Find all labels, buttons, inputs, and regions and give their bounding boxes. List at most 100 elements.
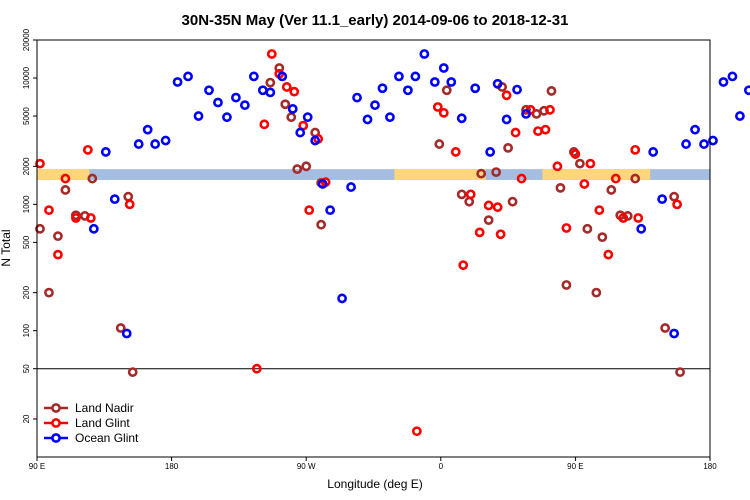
land-glint-point [458,260,469,271]
x-ticks: 90 E 180 90 W 0 90 E 180 [29,457,717,471]
land-nadir-point [292,164,303,175]
y-tick-label: 200 [22,285,31,299]
land-glint-point [251,363,262,374]
band-ocean [37,169,710,180]
land-nadir-point [274,63,285,73]
land-nadir-point [476,168,487,179]
ocean-glint-point [172,77,183,87]
ocean-glint-point [394,71,404,82]
ocean-glint-point [669,328,680,339]
legend-label-ocean-glint: Ocean Glint [75,431,139,445]
land-nadir-point [87,173,98,184]
land-nadir-point [660,323,671,333]
land-nadir-point [60,185,71,195]
y-ticks: 20 50 100 200 500 1000 2000 5000 10000 20000 [22,28,37,423]
ocean-glint-point [681,139,691,149]
land-glint-point [483,200,494,211]
ocean-glint-point [133,139,144,149]
y-tick-label: 5000 [22,107,31,125]
y-tick-label: 1000 [22,195,31,213]
ocean-glint-point [193,111,204,121]
land-glint-point [35,158,45,169]
land-glint-point [540,124,551,135]
land-glint-point [501,90,512,101]
land-nadir-point [44,287,54,298]
ocean-glint-point [265,87,276,98]
land-glint-point [533,126,543,137]
land-nadir-point [507,196,518,207]
land-glint-point [516,173,527,184]
ocean-glint-point [325,205,336,216]
y-axis-label: N Total [0,229,13,266]
band-layer [37,169,710,180]
ocean-glint-point [88,223,99,234]
ocean-glint-point [239,100,250,111]
land-nadir-point [521,104,531,115]
land-glint-point [561,223,572,233]
land-glint-point [85,213,96,223]
land-glint-point [266,49,277,59]
land-glint-point [618,213,629,223]
ocean-glint-point [183,71,193,82]
ocean-glint-point [699,139,709,149]
land-nadir-point [301,161,312,172]
ocean-glint-point [287,103,298,114]
ocean-glint-point [470,83,481,94]
legend-marker-land-glint [51,418,61,428]
ocean-glint-point [657,194,668,205]
land-glint-point [432,102,443,112]
legend-label-land-nadir: Land Nadir [75,401,134,415]
land-nadir-point [286,112,297,123]
legend-marker-ocean-glint [51,433,61,443]
land-glint-point [585,158,596,169]
land-glint-point [633,213,644,223]
ocean-glint-point [718,77,729,87]
ocean-glint-point [636,223,647,234]
ocean-glint-point [521,109,531,119]
y-tick-label: 50 [22,364,31,373]
land-nadir-point [503,142,513,153]
land-nadir-point [483,215,494,226]
land-nadir-point [265,77,276,88]
land-nadir-point [606,185,617,195]
land-glint-point [603,249,614,260]
y-tick-label: 20 [22,414,31,423]
ocean-glint-point [302,112,313,123]
ocean-glint-point [100,147,111,157]
ocean-glint-point [222,112,232,123]
land-nadir-point [561,280,572,290]
land-glint-point [495,229,506,240]
land-glint-point [82,144,93,155]
x-tick-label: 180 [165,462,179,471]
land-glint-point [411,426,422,437]
ocean-glint-point [362,114,373,125]
band-land [394,169,486,180]
ocean-glint-point [456,113,467,124]
ocean-glint-point [708,135,718,146]
land-glint-point [304,205,315,216]
x-tick-label: 180 [703,462,717,471]
land-nadir-point [53,231,63,242]
ocean-glint-point [150,139,161,149]
ocean-glint-point [419,49,430,59]
land-nadir-point [555,182,566,193]
land-nadir-point [115,323,126,333]
land-glint-point [579,179,590,189]
ocean-glint-point [257,85,268,96]
ocean-glint-point [446,77,457,87]
land-glint-point [438,107,449,118]
ocean-glint-point [248,71,259,82]
x-tick-label: 0 [439,462,444,471]
land-nadir-point [582,223,593,234]
land-glint-point [545,104,555,115]
ocean-glint-point [743,85,750,96]
land-nadir-point [574,158,585,169]
land-glint-point [510,127,521,138]
land-glint-point [53,249,63,260]
ocean-glint-point [346,182,356,192]
land-glint-point [594,205,605,216]
ocean-glint-point [410,71,421,82]
land-nadir-point [464,196,475,207]
